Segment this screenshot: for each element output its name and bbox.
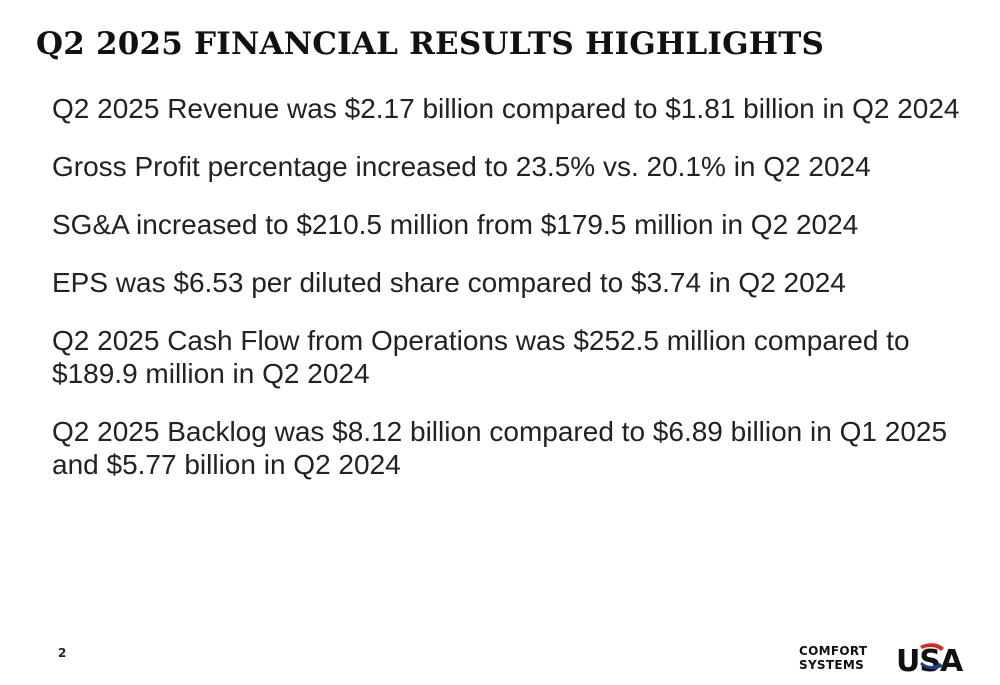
bullet-gross-profit: Gross Profit percentage increased to 23.… — [52, 151, 871, 182]
logo-usa-mark: USA — [896, 644, 964, 674]
logo-text-line1: COMFORT — [799, 644, 868, 658]
logo-swoosh-blue — [920, 662, 943, 670]
slide-title: Q2 2025 FINANCIAL RESULTS HIGHLIGHTS — [36, 26, 825, 62]
bullet-sga: SG&A increased to $210.5 million from $1… — [52, 209, 859, 240]
bullet-backlog: Q2 2025 Backlog was $8.12 billion compar… — [52, 416, 948, 480]
bullet-eps: EPS was $6.53 per diluted share compared… — [52, 267, 846, 298]
bullet-revenue: Q2 2025 Revenue was $2.17 billion compar… — [52, 93, 960, 124]
comfort-systems-usa-logo: COMFORT SYSTEMS USA — [799, 643, 965, 674]
highlights-list: Q2 2025 Revenue was $2.17 billion compar… — [52, 92, 982, 506]
page-number: 2 — [58, 646, 67, 660]
bullet-cash-flow: Q2 2025 Cash Flow from Operations was $2… — [52, 325, 910, 389]
logo-text-line2: SYSTEMS — [799, 658, 864, 672]
logo-swoosh-red — [920, 643, 944, 651]
